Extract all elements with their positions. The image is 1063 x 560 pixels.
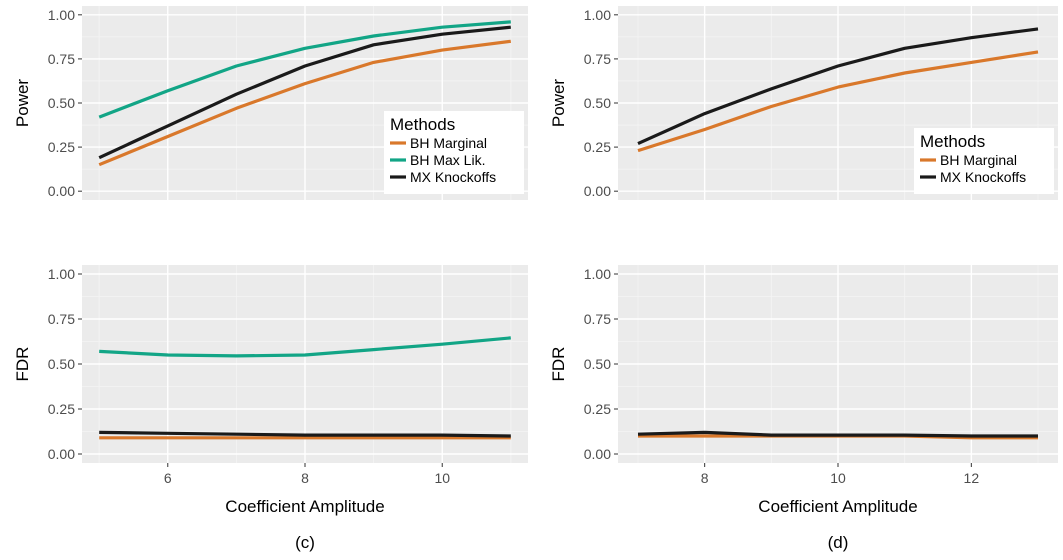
y-tick-label: 0.50 [48, 95, 75, 111]
y-tick-label: 1.00 [584, 7, 611, 23]
legend-label: BH Marginal [940, 152, 1017, 168]
panel-d: 0.00 0.25 0.50 0.75 1.00 8 10 12 FDR Coefficient … [549, 265, 1058, 552]
y-tick-label: 0.00 [48, 183, 75, 199]
x-tick-label: 10 [830, 470, 846, 486]
legend-background [384, 111, 524, 194]
y-tick-label: 0.00 [584, 183, 611, 199]
y-tick-label: 1.00 [584, 266, 611, 282]
y-tick-label: 0.50 [584, 95, 611, 111]
legend-label: BH Max Lik. [410, 152, 485, 168]
legend-background [914, 128, 1054, 194]
y-tick-label: 0.25 [584, 401, 611, 417]
legend-title: Methods [390, 115, 455, 134]
panel-caption: (d) [828, 533, 849, 552]
y-tick-label: 0.50 [48, 356, 75, 372]
legend-label: BH Marginal [410, 135, 487, 151]
legend-title: Methods [920, 132, 985, 151]
y-tick-label: 0.75 [584, 311, 611, 327]
y-axis-title: FDR [13, 347, 32, 382]
y-tick-label: 0.00 [584, 446, 611, 462]
y-tick-label: 0.25 [584, 139, 611, 155]
y-axis-title: Power [549, 79, 568, 128]
panel-c: 0.00 0.25 0.50 0.75 1.00 6 8 10 FDR Coefficient A… [13, 265, 528, 552]
series-line-bh-marginal [98, 39, 512, 167]
legend-label: MX Knockoffs [410, 169, 496, 185]
series-line-bh-max-lik- [98, 20, 511, 119]
x-tick-label: 8 [301, 470, 309, 486]
x-axis-title: Coefficient Amplitude [758, 497, 917, 516]
x-tick-label: 6 [164, 470, 172, 486]
x-tick-label: 8 [701, 470, 709, 486]
y-tick-label: 1.00 [48, 266, 75, 282]
series-line-1 [99, 336, 511, 358]
y-tick-label: 0.25 [48, 401, 75, 417]
series-line-mx-knockoffs [637, 27, 1039, 146]
y-tick-label: 0.00 [48, 446, 75, 462]
y-axis-title: FDR [549, 347, 568, 382]
series-line-1 [637, 430, 1038, 438]
legend-label: MX Knockoffs [940, 169, 1026, 185]
panel-caption: (c) [295, 533, 315, 552]
y-axis-title: Power [13, 79, 32, 128]
series-line-2 [99, 430, 511, 438]
y-tick-label: 0.75 [48, 51, 75, 67]
y-tick-label: 1.00 [48, 7, 75, 23]
x-axis-title: Coefficient Amplitude [225, 497, 384, 516]
y-tick-label: 0.25 [48, 139, 75, 155]
x-tick-label: 10 [434, 470, 450, 486]
y-tick-label: 0.75 [48, 311, 75, 327]
x-tick-label: 12 [964, 470, 980, 486]
series-line-mx-knockoffs [98, 25, 511, 160]
series-line-bh-marginal [637, 50, 1039, 153]
y-tick-label: 0.75 [584, 51, 611, 67]
y-tick-label: 0.50 [584, 356, 611, 372]
